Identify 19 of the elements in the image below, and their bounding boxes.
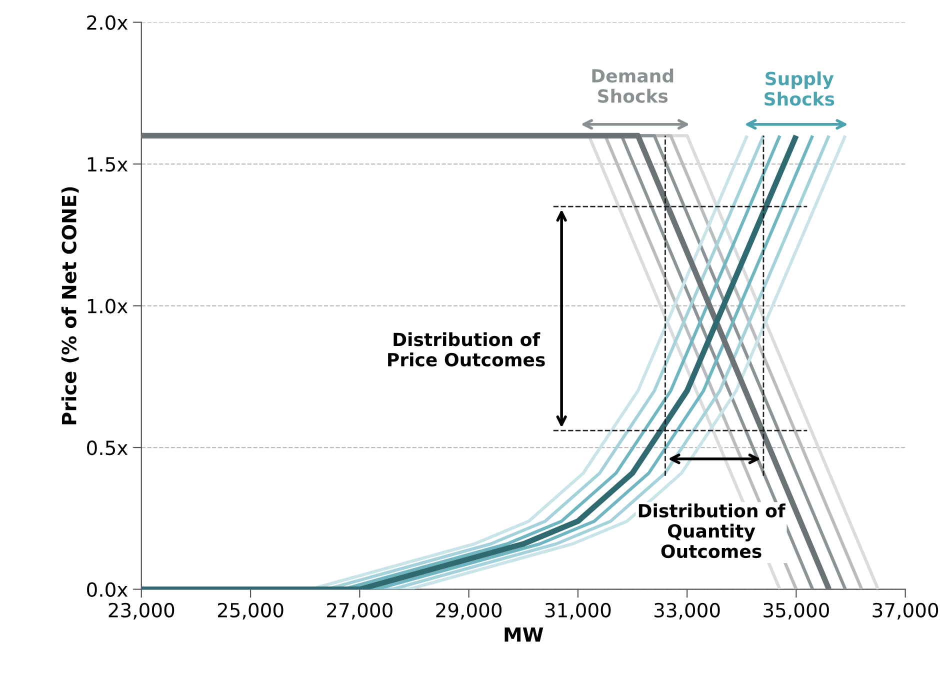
x-tick-label: 31,000	[545, 602, 611, 620]
y-tick-label: 0.5x	[87, 440, 128, 456]
x-tick-label: 37,000	[872, 602, 938, 620]
y-tick-label: 1.0x	[88, 298, 128, 314]
annotation: Distribution of Price Outcomes	[388, 332, 545, 366]
y-axis-title: Price (% of Net CONE)	[61, 187, 79, 424]
x-tick-label: 35,000	[764, 602, 829, 620]
y-tick-label: 1.5x	[88, 157, 128, 172]
x-tick-label: 29,000	[436, 602, 502, 620]
x-tick-label: 23,000	[108, 602, 174, 620]
x-tick-label: 33,000	[654, 602, 720, 620]
x-axis-title: MW	[504, 627, 544, 642]
y-tick-label: 2.0x	[87, 15, 128, 30]
annotation: Demand Shocks	[592, 68, 674, 103]
x-tick-label: 25,000	[218, 602, 284, 620]
annotation: Supply Shocks	[764, 71, 834, 106]
y-tick-label: 0.0x	[87, 582, 128, 597]
annotation: Distribution of Quantity Outcomes	[638, 504, 786, 558]
x-tick-label: 27,000	[327, 602, 392, 620]
